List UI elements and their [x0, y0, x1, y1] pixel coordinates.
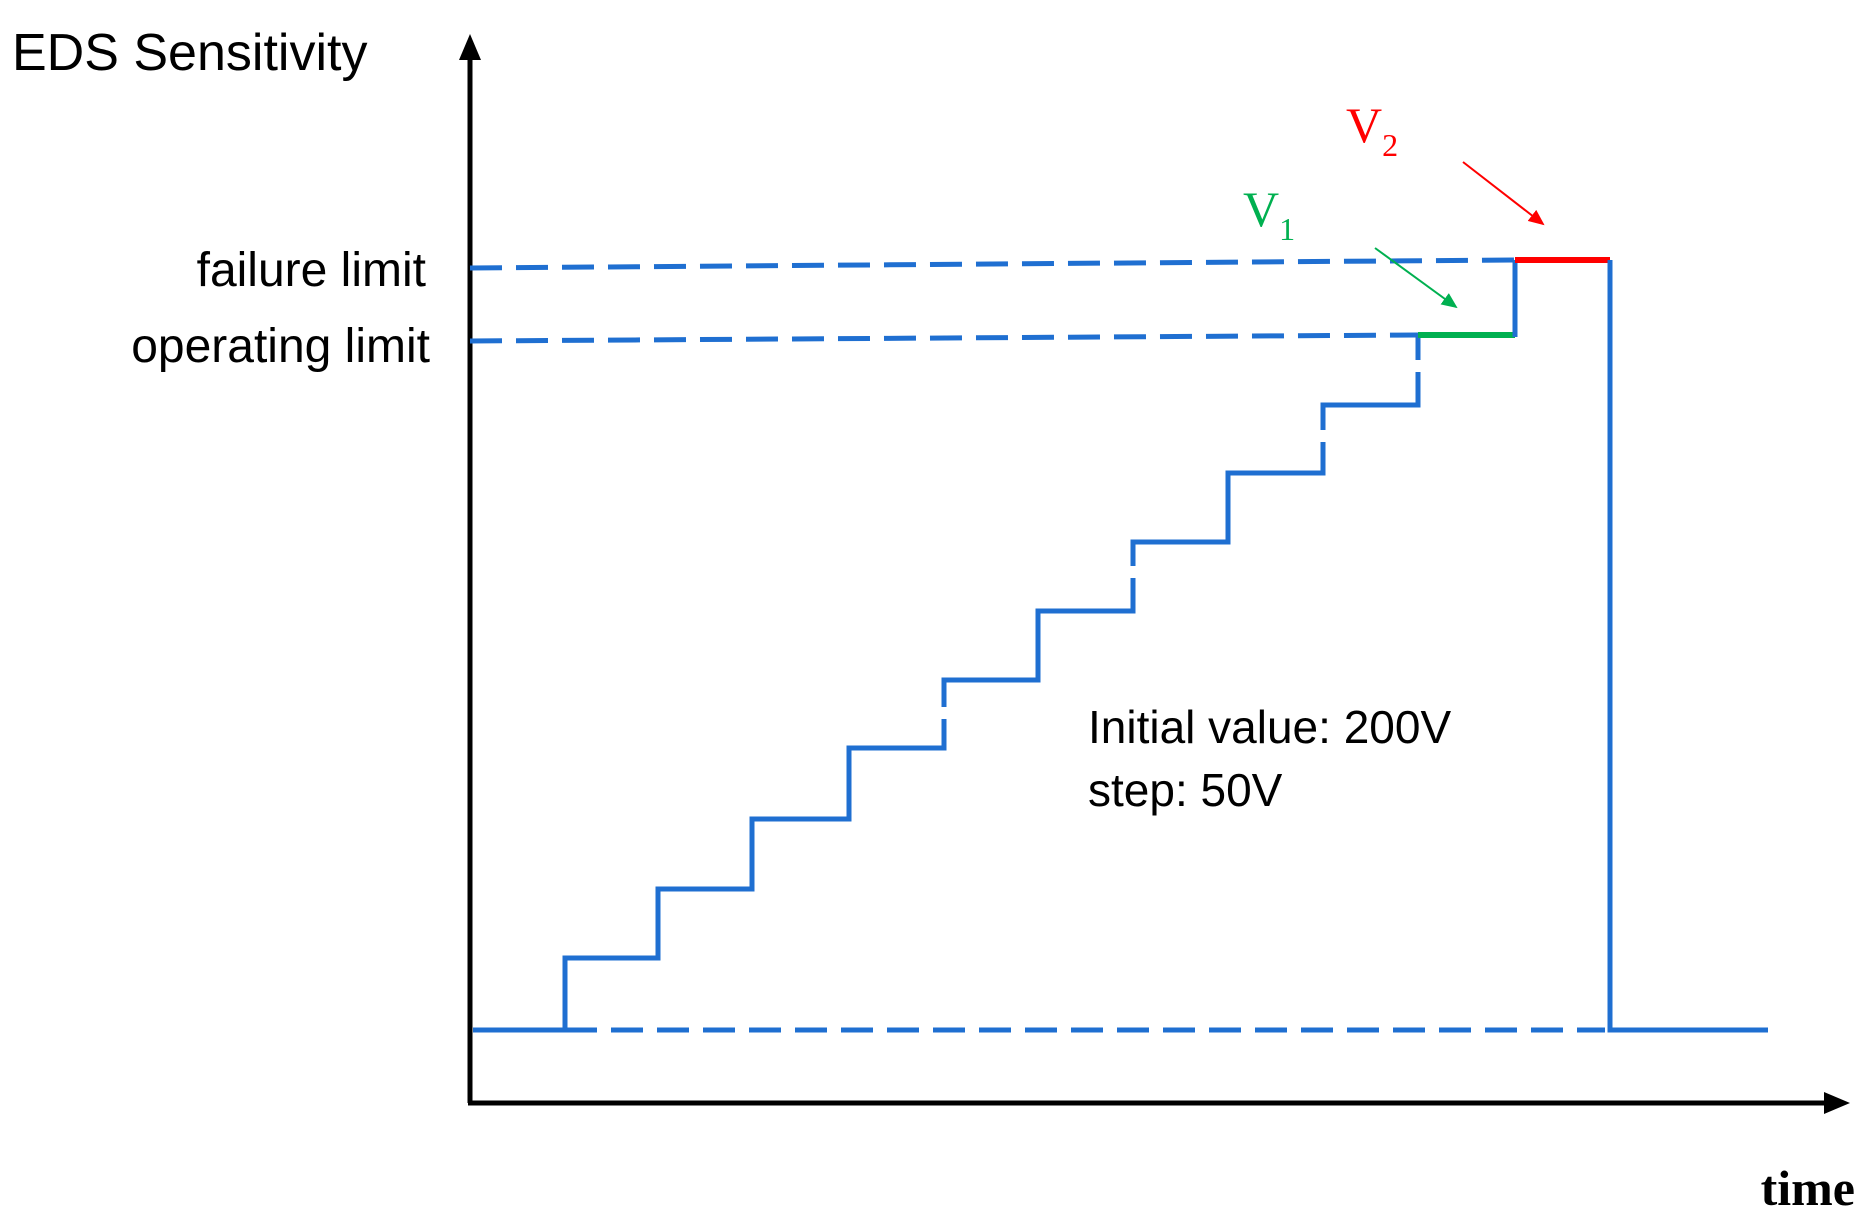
- operating-limit-label: operating limit: [131, 320, 430, 373]
- x-axis-arrowhead: [1824, 1092, 1850, 1114]
- failure-limit-dashed-line: [469, 257, 1516, 271]
- staircase-step-line: [473, 335, 1421, 1033]
- annotation-initial-value: Initial value: 200V: [1088, 701, 1451, 753]
- y-axis-arrowhead: [459, 34, 481, 60]
- v1-label: V1: [1243, 181, 1295, 247]
- v2-label: V2: [1346, 97, 1398, 163]
- annotation-step: step: 50V: [1088, 764, 1283, 816]
- failure-limit-label: failure limit: [197, 244, 426, 297]
- v1-letter: V: [1243, 181, 1279, 237]
- v1-subscript: 1: [1279, 211, 1295, 247]
- v2-subscript: 2: [1382, 127, 1398, 163]
- x-axis-label: time: [1761, 1160, 1855, 1216]
- y-axis-label: EDS Sensitivity: [12, 24, 367, 82]
- operating-limit-dashed-line: [469, 332, 1419, 344]
- drop-to-baseline-line: [1607, 260, 1768, 1033]
- v1-pointer-arrow: [1374, 247, 1458, 309]
- v2-letter: V: [1346, 97, 1382, 153]
- v2-pointer-arrow: [1462, 161, 1545, 226]
